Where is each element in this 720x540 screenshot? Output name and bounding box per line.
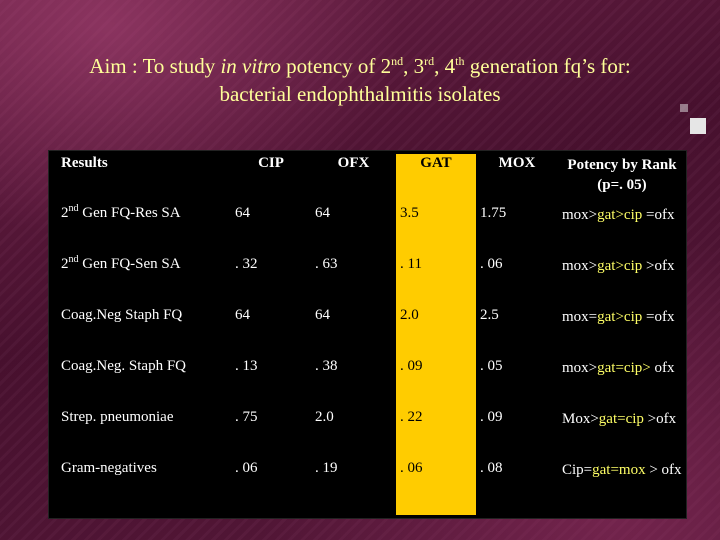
mox-value: 2.5 [480,307,499,323]
ofx-value: . 38 [315,358,338,374]
row-label-text: Strep. pneumoniae [61,409,174,425]
table-row: 2nd Gen FQ-Sen SA. 32. 63. 11. 06 mox>gat… [49,254,686,307]
gat-column-highlight [396,154,476,515]
rank-highlight: gat>cip [597,309,643,325]
header-mox: MOX [498,155,536,171]
gat-value: . 11 [400,256,422,272]
cip-value: 64 [235,205,250,221]
cip-value: . 75 [235,409,258,425]
table-header-row: Results CIP OFX GAT MOX Potency by Rank … [49,155,686,205]
table-row: Coag.Neg Staph FQ 64 64 2.0 2.5 mox=gat>cip =… [49,307,686,358]
table-row: 2nd Gen FQ-Res SA 64 64 3.5 1.75 mox>gat>cip … [49,203,686,256]
row-label: 2nd Gen FQ-Sen SA [49,254,231,307]
gat-value: . 06 [400,460,423,476]
mox-value: . 06 [480,256,503,272]
cip-value: . 13 [235,358,258,374]
row-label-text: Coag.Neg Staph FQ [61,307,183,323]
table-row: Strep. pneumoniae . 75 2.0 . 22 . 09 Mox>gat=… [49,409,686,460]
row-label-sup: nd [68,254,79,265]
row-label-text: Coag.Neg. Staph FQ [61,358,186,374]
row-label-text: 2 [61,256,69,272]
potency-rank: Cip=gat=mox > ofx [558,460,686,511]
ofx-value: 64 [315,307,330,323]
row-label: Coag.Neg. Staph FQ [49,358,231,409]
ofx-value: 64 [315,205,330,221]
row-label-rest: Gen FQ-Res SA [78,205,181,221]
title-part-a: potency of 2 [280,54,392,78]
header-cip: CIP [258,155,284,171]
rank-highlight: gat=cip> [597,360,651,376]
gat-value: 3.5 [400,205,419,221]
rank-tail: ofx [650,360,675,376]
header-ofx: OFX [337,155,370,171]
rank-highlight: gat=cip [598,411,644,427]
rank-lead: mox= [562,309,598,325]
title-sup-3: th [455,54,465,68]
rank-lead: Cip= [562,462,593,478]
gat-value: 2.0 [400,307,419,323]
title-sup-2: rd [424,54,435,68]
row-label: Gram-negatives [49,460,231,511]
title-part-b: , 3 [403,54,425,78]
table-row: Gram-negatives . 06 . 19 . 06 . 08 Cip=gat=mo… [49,460,686,511]
potency-rank: mox>gat=cip> ofx [558,358,686,409]
row-label: Coag.Neg Staph FQ [49,307,231,358]
row-label-rest: Gen FQ-Sen SA [78,256,181,272]
header-results: Results [61,155,108,171]
potency-rank: mox>gat>cip >ofx [558,256,686,307]
row-label-sup: nd [68,203,79,214]
rank-tail: =ofx [642,309,675,325]
title-part-c: , 4 [434,54,456,78]
gat-value: . 09 [400,358,423,374]
rank-lead: mox> [562,360,598,376]
header-potency: Potency by Rank (p=. 05) [567,157,677,193]
title-sup-1: nd [391,54,404,68]
rank-tail: > ofx [645,462,682,478]
row-label-text: Gram-negatives [61,460,157,476]
potency-rank: mox=gat>cip =ofx [558,307,686,358]
title-part-d: generation fq’s for: [464,54,631,78]
mox-value: . 09 [480,409,503,425]
row-label: Strep. pneumoniae [49,409,231,460]
ofx-value: . 19 [315,460,338,476]
cip-value: . 32 [235,256,258,272]
ofx-value: 2.0 [315,409,334,425]
potency-rank: Mox>gat=cip >ofx [558,409,686,460]
rank-lead: mox> [562,258,598,274]
rank-tail: >ofx [643,411,677,427]
results-table: Results CIP OFX GAT MOX Potency by Rank … [49,155,686,511]
ofx-value: . 63 [315,256,338,272]
rank-tail: >ofx [642,258,675,274]
header-gat: GAT [420,155,452,171]
row-label: 2nd Gen FQ-Res SA [49,203,231,256]
mox-value: 1.75 [480,205,507,221]
slide-title: Aim : To study in vitro potency of 2nd, … [20,52,700,108]
table-row: Coag.Neg. Staph FQ . 13 . 38 . 09 . 05 mox>ga… [49,358,686,409]
decorative-square [690,118,706,134]
mox-value: . 08 [480,460,503,476]
cip-value: . 06 [235,460,258,476]
cip-value: 64 [235,307,250,323]
rank-tail: =ofx [642,207,675,223]
rank-highlight: gat>cip [597,207,643,223]
results-table-panel: Results CIP OFX GAT MOX Potency by Rank … [48,150,687,519]
rank-highlight: gat=mox [592,462,646,478]
mox-value: . 05 [480,358,503,374]
title-emphasis: in vitro [220,54,281,78]
title-line-2: bacterial endophthalmitis isolates [219,82,501,106]
decorative-square-small [680,104,688,112]
gat-value: . 22 [400,409,423,425]
rank-highlight: gat>cip [597,258,643,274]
title-prefix: Aim : To study [89,54,221,78]
potency-rank: mox>gat>cip =ofx [558,205,686,256]
rank-lead: Mox> [562,411,599,427]
row-label-text: 2 [61,205,69,221]
rank-lead: mox> [562,207,598,223]
